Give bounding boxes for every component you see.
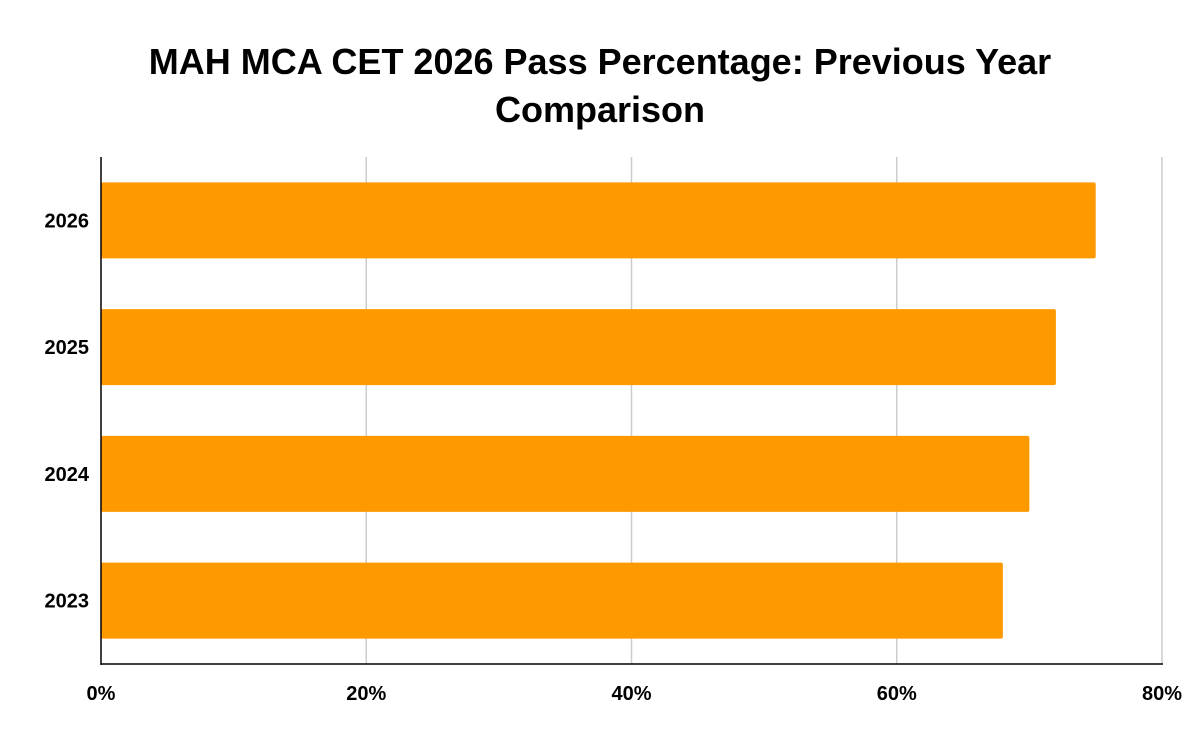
bar-2026 — [101, 182, 1096, 259]
x-tick-label-3: 60% — [877, 683, 917, 705]
y-tick-label-2025: 2025 — [45, 337, 90, 359]
x-tick-label-0: 0% — [87, 683, 116, 705]
bar-2025 — [101, 309, 1056, 386]
bar-2024 — [101, 435, 1030, 512]
x-tick-label-4: 80% — [1142, 683, 1182, 705]
tick-labels: 2026 2025 2024 2023 0% 20% 40% 60% 80% — [45, 210, 1183, 705]
x-tick-label-1: 20% — [346, 683, 386, 705]
x-tick-label-2: 40% — [611, 683, 651, 705]
bar-2023 — [101, 562, 1003, 639]
y-tick-label-2026: 2026 — [45, 210, 90, 232]
axes — [100, 157, 1163, 665]
y-tick-label-2023: 2023 — [45, 591, 90, 613]
bars — [101, 182, 1096, 639]
y-tick-label-2024: 2024 — [45, 464, 90, 486]
chart-title: MAH MCA CET 2026 Pass Percentage: Previo… — [148, 41, 1052, 130]
